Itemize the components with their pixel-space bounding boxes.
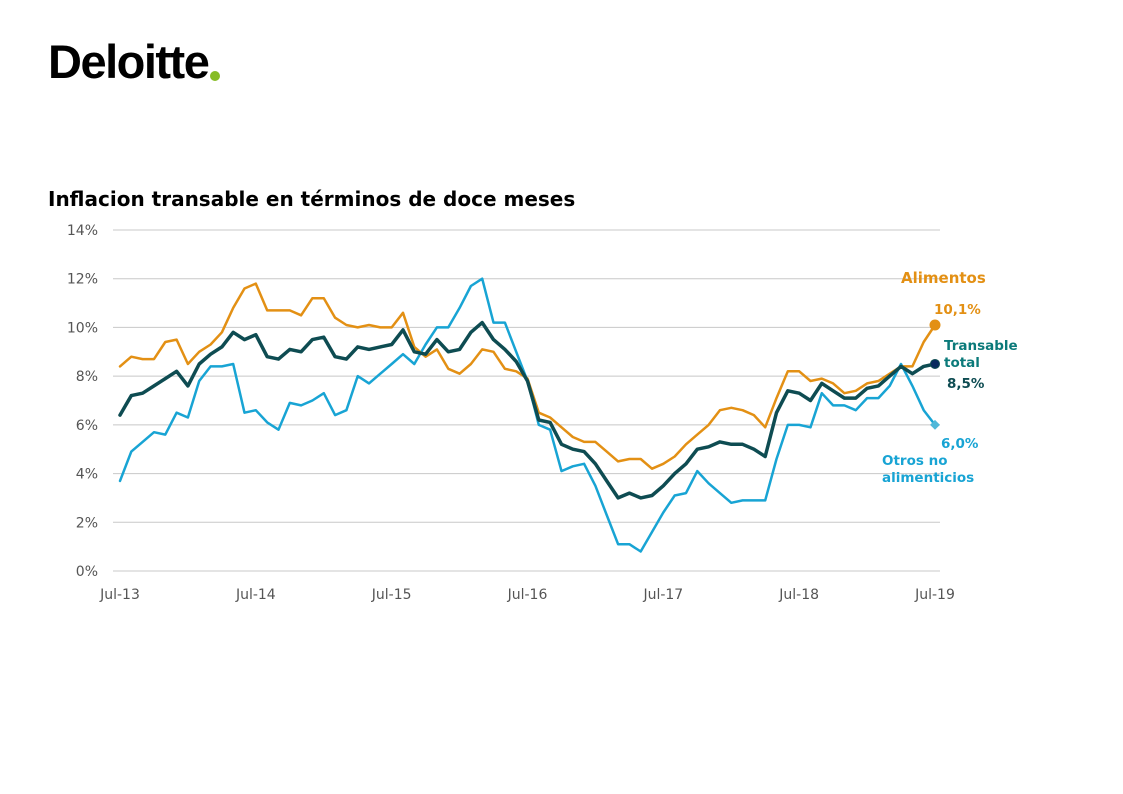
x-tick-label: Jul-15 [371,587,412,603]
y-tick-label: 10% [67,320,98,336]
end-marker-transable [930,358,940,369]
deloitte-logo: Deloitte [48,35,221,88]
chart-title: Inflacion transable en términos de doce … [48,187,576,211]
y-tick-label: 12% [67,272,98,288]
end-marker-alimentos [929,319,941,331]
y-tick-label: 6% [76,418,98,434]
x-axis-ticks: Jul-13 Jul-14 Jul-15 Jul-16 Jul-17 Jul-18 Jul-… [99,587,955,603]
label-transable-value: 8,5% [947,376,985,392]
y-tick-label: 8% [76,369,98,385]
brand-green-dot [210,71,221,81]
label-alimentos-value: 10,1% [934,302,981,318]
label-transable-line1: Transable [944,338,1018,354]
gridlines [113,229,940,572]
x-tick-label: Jul-14 [235,587,276,603]
y-tick-label: 0% [76,564,98,580]
x-tick-label: Jul-16 [507,587,548,603]
label-transable-line2: total [944,355,980,371]
label-alimentos: Alimentos [901,269,986,287]
x-tick-label: Jul-18 [778,587,819,603]
end-marker-otros [930,419,940,430]
brand-wordmark: Deloitte [48,35,210,88]
y-tick-label: 4% [76,467,98,483]
label-otros-line1: Otros no [882,453,947,469]
x-tick-label: Jul-13 [99,587,140,603]
series-lines [118,277,937,553]
y-tick-label: 2% [76,515,98,531]
label-otros-line2: alimenticios [882,470,974,486]
series-line [118,320,937,500]
label-otros-value: 6,0% [941,436,979,452]
y-tick-label: 14% [67,223,98,239]
end-markers [929,319,941,430]
x-tick-label: Jul-19 [914,587,955,603]
y-axis-ticks: 0% 2% 4% 6% 8% 10% 12% 14% [67,223,98,580]
x-tick-label: Jul-17 [642,587,683,603]
series-line [118,277,937,553]
